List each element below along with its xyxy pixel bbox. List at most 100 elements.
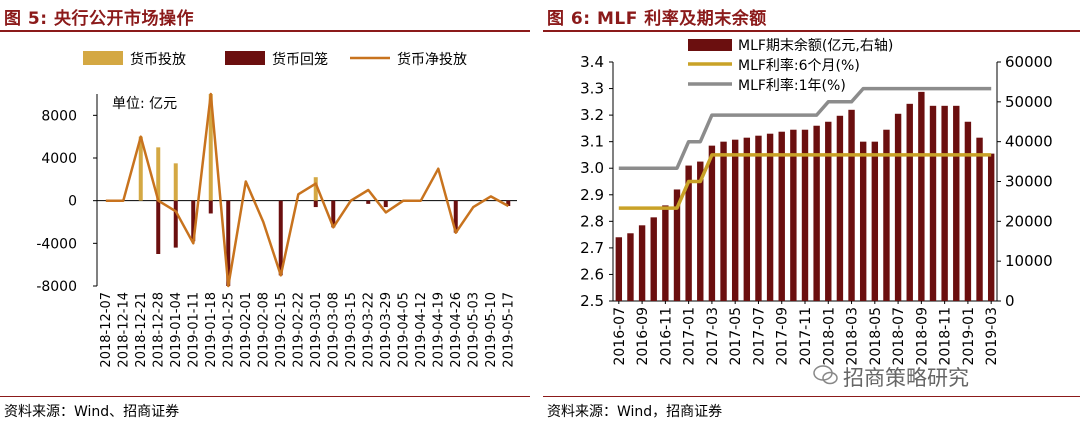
bar-mlf-balance bbox=[638, 225, 646, 301]
legend-label: MLF利率:1年(%) bbox=[738, 77, 846, 94]
bar-mlf-balance bbox=[708, 145, 716, 301]
y-tick-label-right: 0 bbox=[1005, 292, 1015, 310]
bar-mlf-balance bbox=[778, 131, 785, 301]
bar-mlf-balance bbox=[941, 105, 948, 301]
x-tick-label: 2019-05-10 bbox=[484, 292, 499, 368]
x-tick-label: 2018-09 bbox=[914, 307, 930, 366]
x-tick-label: 2019-03-29 bbox=[379, 292, 394, 368]
x-tick-label: 2019-05-17 bbox=[501, 292, 516, 368]
x-tick-label: 2019-01-11 bbox=[186, 292, 201, 368]
x-tick-label: 2017-03 bbox=[705, 307, 721, 366]
bar-mlf-balance bbox=[894, 113, 902, 302]
x-tick-label: 2019-02-22 bbox=[291, 292, 306, 368]
y-tick-label-left: 2.7 bbox=[580, 239, 604, 257]
bar-mlf-balance bbox=[987, 153, 995, 301]
bar bbox=[313, 200, 318, 208]
y-tick-label: 0 bbox=[68, 194, 77, 210]
legend-label: MLF利率:6个月(%) bbox=[738, 57, 860, 74]
bar-mlf-balance bbox=[673, 189, 681, 301]
bar bbox=[226, 200, 231, 286]
x-tick-label: 2017-07 bbox=[751, 307, 767, 366]
legend-swatch bbox=[83, 51, 123, 65]
y-tick-label-right: 50000 bbox=[1005, 93, 1053, 111]
bar-mlf-balance bbox=[801, 129, 809, 301]
y-tick-label: 8000 bbox=[41, 108, 77, 124]
bar bbox=[173, 163, 178, 201]
x-tick-label: 2019-04-26 bbox=[449, 292, 464, 368]
x-tick-label: 2019-03-15 bbox=[344, 292, 359, 368]
bar bbox=[366, 200, 371, 204]
x-tick-label: 2019-03-08 bbox=[326, 292, 341, 368]
legend-label: 货币回笼 bbox=[272, 51, 328, 68]
bar-mlf-balance bbox=[871, 141, 879, 301]
bottom-divider bbox=[543, 396, 1080, 397]
bar-mlf-balance bbox=[859, 141, 867, 301]
series-line-net bbox=[105, 92, 509, 288]
legend-swatch bbox=[225, 51, 265, 65]
bar-mlf-balance bbox=[650, 217, 657, 301]
bar-mlf-balance bbox=[766, 133, 774, 301]
x-tick-label: 2019-02-01 bbox=[239, 292, 254, 368]
x-tick-label: 2017-01 bbox=[682, 307, 698, 366]
title-divider bbox=[0, 30, 530, 32]
bar-mlf-balance bbox=[720, 141, 727, 301]
legend-swatch bbox=[688, 39, 732, 51]
bar-mlf-balance bbox=[743, 137, 751, 301]
x-tick-label: 2019-03-01 bbox=[309, 292, 324, 368]
bar-mlf-balance bbox=[697, 161, 704, 301]
bar bbox=[138, 136, 143, 201]
y-tick-label-left: 3.2 bbox=[580, 106, 604, 124]
y-tick-label-left: 2.6 bbox=[580, 265, 604, 283]
x-tick-label: 2016-09 bbox=[635, 307, 651, 366]
bar-mlf-balance bbox=[627, 233, 634, 301]
x-tick-label: 2018-12-07 bbox=[99, 292, 114, 368]
source-note: 资料来源：Wind，招商证券 bbox=[547, 404, 723, 420]
bar bbox=[313, 177, 318, 201]
y-tick-label: 4000 bbox=[41, 151, 77, 167]
bottom-divider bbox=[0, 396, 530, 397]
x-tick-label: 2017-09 bbox=[775, 307, 791, 366]
bar bbox=[173, 200, 178, 248]
x-tick-label: 2018-01 bbox=[821, 307, 837, 366]
bar-mlf-balance bbox=[906, 103, 913, 301]
x-tick-label: 2019-02-08 bbox=[256, 292, 271, 368]
y-tick-label-left: 2.8 bbox=[580, 212, 604, 230]
bar-mlf-balance bbox=[848, 109, 855, 301]
legend-label: 货币投放 bbox=[130, 51, 186, 68]
y-tick-label-left: 3.0 bbox=[580, 159, 604, 177]
series-line-6m bbox=[618, 153, 992, 210]
bar bbox=[278, 200, 283, 276]
x-tick-label: 2016-07 bbox=[612, 307, 628, 366]
x-tick-label: 2019-04-19 bbox=[431, 292, 446, 368]
bar-mlf-balance bbox=[929, 105, 937, 301]
y-tick-label-right: 20000 bbox=[1005, 212, 1053, 230]
series-line-1y bbox=[618, 86, 992, 170]
bar bbox=[208, 200, 213, 214]
x-tick-label: 2019-01 bbox=[961, 307, 977, 366]
x-tick-label: 2017-11 bbox=[798, 307, 814, 366]
chart-title: 图 6: MLF 利率及期末余额 bbox=[547, 9, 767, 29]
y-tick-label-left: 3.4 bbox=[580, 53, 604, 71]
x-tick-label: 2018-12-14 bbox=[116, 292, 131, 368]
bar-mlf-balance bbox=[685, 165, 692, 301]
bar-mlf-balance bbox=[731, 139, 739, 301]
bar-mlf-balance bbox=[918, 91, 925, 301]
bar-mlf-balance bbox=[976, 137, 983, 301]
bar-mlf-balance bbox=[964, 121, 972, 301]
wechat-icon bbox=[813, 365, 838, 385]
legend-label: 货币净投放 bbox=[397, 51, 467, 68]
x-tick-label: 2019-02-15 bbox=[274, 292, 289, 368]
title-divider bbox=[543, 30, 1080, 32]
legend-label: MLF期末余额(亿元,右轴) bbox=[738, 37, 893, 54]
bar bbox=[191, 200, 196, 242]
mlf-chart: 2.5 2.6 2.7 2.8 2.9 3.0 3.1 3.2 3.3 3.4 0 10000 2000… bbox=[580, 37, 1053, 366]
bar-mlf-balance bbox=[662, 205, 669, 301]
bar bbox=[156, 147, 161, 201]
bar-mlf-balance bbox=[615, 237, 623, 301]
x-tick-label: 2018-12-21 bbox=[134, 292, 149, 368]
bar bbox=[453, 200, 458, 233]
bar bbox=[506, 200, 511, 206]
y-tick-label-left: 2.9 bbox=[580, 186, 604, 204]
y-tick-label-left: 3.1 bbox=[580, 133, 604, 151]
x-tick-label: 2019-03-22 bbox=[361, 292, 376, 368]
